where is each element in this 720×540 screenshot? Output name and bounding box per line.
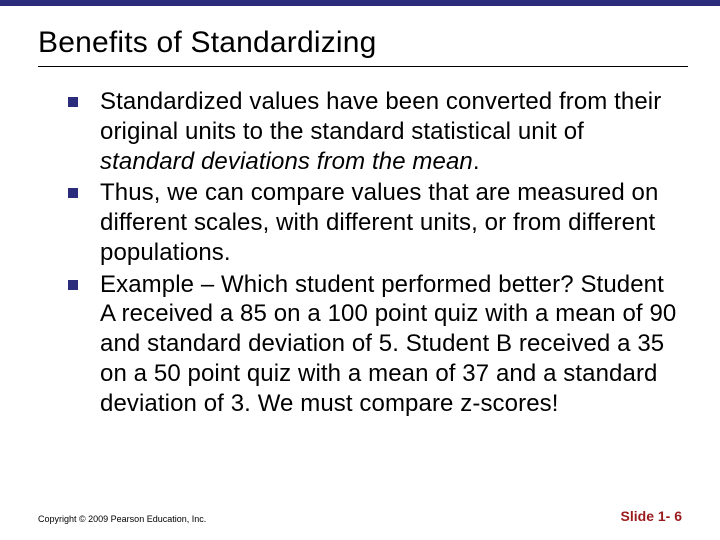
- bullet-pre: Standardized values have been converted …: [100, 88, 661, 145]
- bullet-text: Example – Which student performed better…: [100, 270, 682, 419]
- title-underline: [38, 66, 688, 67]
- bullet-text: Thus, we can compare values that are mea…: [100, 178, 682, 267]
- bullet-pre: Example – Which student performed better…: [100, 271, 676, 417]
- list-item: Example – Which student performed better…: [68, 270, 682, 419]
- footer: Copyright © 2009 Pearson Education, Inc.…: [38, 508, 682, 524]
- bullet-list: Standardized values have been converted …: [38, 87, 682, 418]
- bullet-italic: standard deviations from the mean: [100, 148, 473, 175]
- slide-content: Benefits of Standardizing Standardized v…: [0, 6, 720, 418]
- bullet-text: Standardized values have been converted …: [100, 87, 682, 176]
- copyright-text: Copyright © 2009 Pearson Education, Inc.: [38, 514, 206, 524]
- slide-title: Benefits of Standardizing: [38, 26, 682, 60]
- bullet-post: .: [473, 148, 480, 175]
- bullet-square-icon: [68, 280, 78, 290]
- list-item: Standardized values have been converted …: [68, 87, 682, 176]
- bullet-square-icon: [68, 188, 78, 198]
- bullet-pre: Thus, we can compare values that are mea…: [100, 179, 658, 266]
- list-item: Thus, we can compare values that are mea…: [68, 178, 682, 267]
- slide-number: Slide 1- 6: [621, 508, 682, 524]
- bullet-square-icon: [68, 97, 78, 107]
